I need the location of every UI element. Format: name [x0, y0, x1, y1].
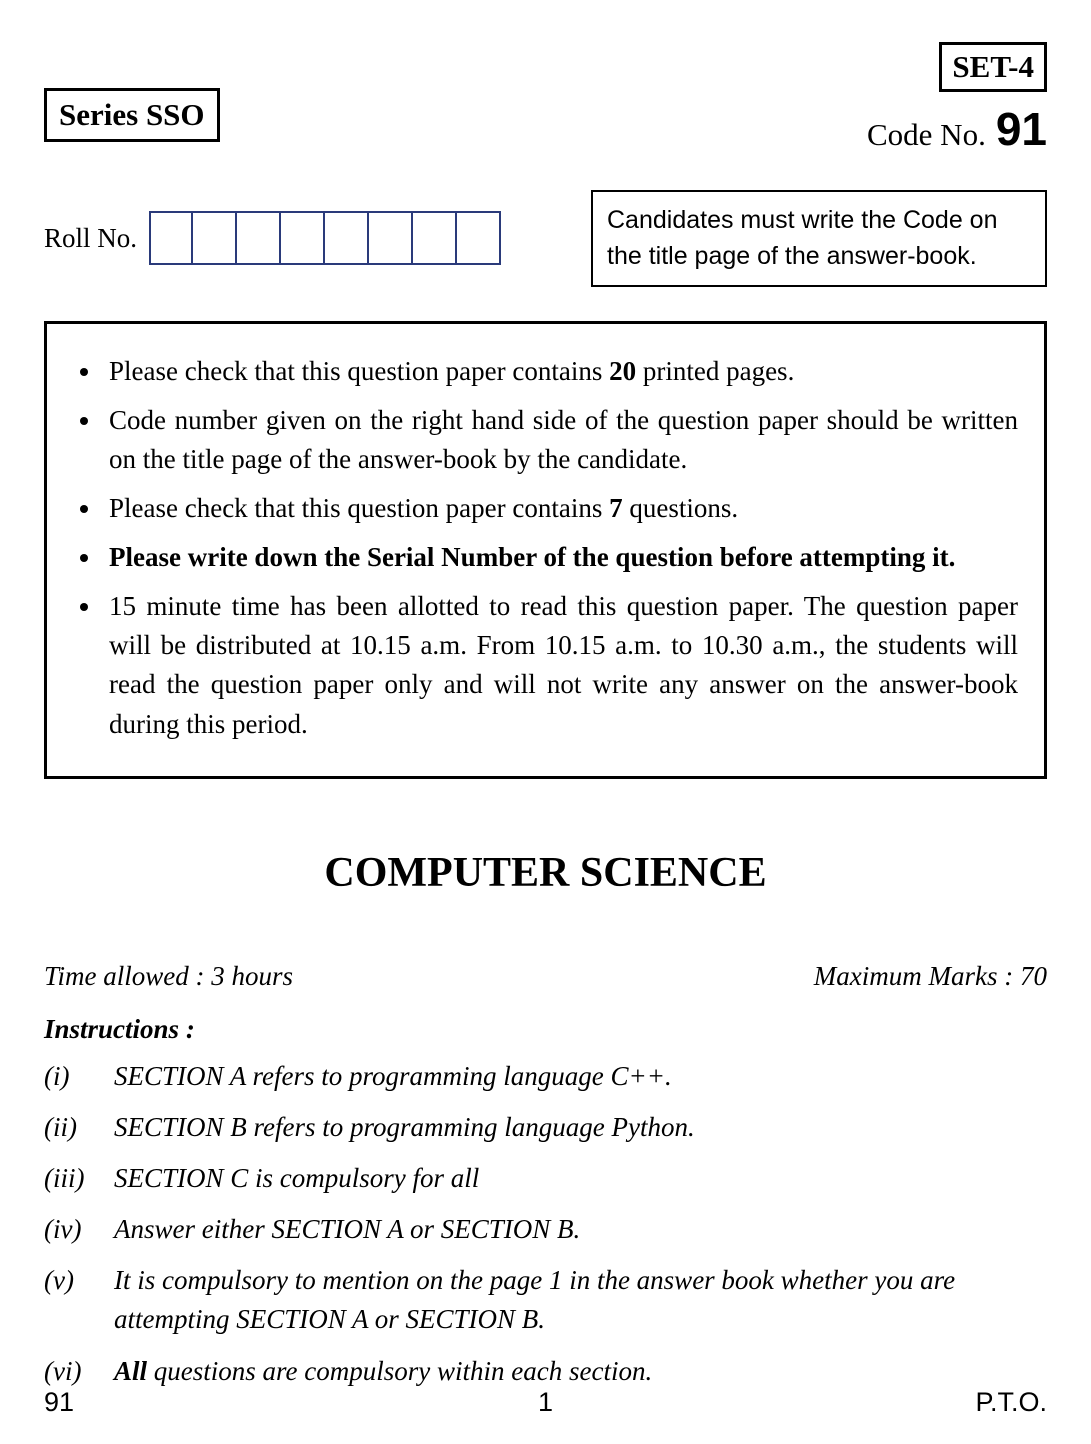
- roll-label: Roll No.: [44, 223, 137, 254]
- instruction-numeral: (iii): [44, 1159, 114, 1198]
- instruction-item: (vi)All questions are compulsory within …: [44, 1352, 1047, 1391]
- general-instruction-item: Please write down the Serial Number of t…: [103, 538, 1018, 577]
- general-instruction-item: Please check that this question paper co…: [103, 352, 1018, 391]
- instruction-item: (v)It is compulsory to mention on the pa…: [44, 1261, 1047, 1339]
- instruction-text: SECTION B refers to programming language…: [114, 1108, 1047, 1147]
- general-instructions-box: Please check that this question paper co…: [44, 321, 1047, 779]
- instruction-text: Answer either SECTION A or SECTION B.: [114, 1210, 1047, 1249]
- instruction-numeral: (ii): [44, 1108, 114, 1147]
- roll-cell[interactable]: [369, 211, 413, 265]
- instruction-item: (i)SECTION A refers to programming langu…: [44, 1057, 1047, 1096]
- exam-page: Series SSO SET-4 Code No. 91 Roll No. Ca…: [0, 0, 1091, 1444]
- instruction-item: (iii)SECTION C is compulsory for all: [44, 1159, 1047, 1198]
- roll-cell[interactable]: [325, 211, 369, 265]
- roll-cell[interactable]: [193, 211, 237, 265]
- max-marks: Maximum Marks : 70: [814, 961, 1047, 992]
- instruction-numeral: (vi): [44, 1352, 114, 1391]
- header-row: Series SSO SET-4 Code No. 91: [44, 42, 1047, 156]
- general-instruction-item: 15 minute time has been allotted to read…: [103, 587, 1018, 744]
- code-prefix: Code No.: [867, 117, 986, 153]
- instruction-text: All questions are compulsory within each…: [114, 1352, 1047, 1391]
- time-marks-row: Time allowed : 3 hours Maximum Marks : 7…: [44, 961, 1047, 992]
- instruction-item: (ii)SECTION B refers to programming lang…: [44, 1108, 1047, 1147]
- instruction-numeral: (iv): [44, 1210, 114, 1249]
- candidate-note-box: Candidates must write the Code on the ti…: [591, 190, 1047, 287]
- roll-and-note-row: Roll No. Candidates must write the Code …: [44, 190, 1047, 287]
- instructions-list: (i)SECTION A refers to programming langu…: [44, 1057, 1047, 1391]
- general-instruction-item: Code number given on the right hand side…: [103, 401, 1018, 479]
- instruction-item: (iv)Answer either SECTION A or SECTION B…: [44, 1210, 1047, 1249]
- page-footer: 91 1 P.T.O.: [44, 1387, 1047, 1418]
- general-instructions-list: Please check that this question paper co…: [73, 352, 1018, 744]
- instruction-text: SECTION C is compulsory for all: [114, 1159, 1047, 1198]
- code-line: Code No. 91: [867, 102, 1047, 156]
- roll-cell[interactable]: [281, 211, 325, 265]
- code-number: 91: [996, 102, 1047, 156]
- footer-left: 91: [44, 1387, 74, 1418]
- set-code-column: SET-4 Code No. 91: [867, 42, 1047, 156]
- footer-center: 1: [538, 1387, 553, 1418]
- roll-cell[interactable]: [413, 211, 457, 265]
- roll-cell[interactable]: [457, 211, 501, 265]
- set-box: SET-4: [939, 42, 1047, 92]
- roll-wrap: Roll No.: [44, 211, 501, 265]
- footer-right: P.T.O.: [975, 1387, 1047, 1418]
- roll-boxes: [149, 211, 501, 265]
- instruction-numeral: (i): [44, 1057, 114, 1096]
- roll-cell[interactable]: [237, 211, 281, 265]
- series-box: Series SSO: [44, 88, 220, 142]
- paper-title: COMPUTER SCIENCE: [44, 849, 1047, 897]
- instruction-numeral: (v): [44, 1261, 114, 1339]
- instruction-text: SECTION A refers to programming language…: [114, 1057, 1047, 1096]
- instructions-heading: Instructions :: [44, 1014, 1047, 1045]
- general-instruction-item: Please check that this question paper co…: [103, 489, 1018, 528]
- time-allowed: Time allowed : 3 hours: [44, 961, 293, 992]
- instruction-text: It is compulsory to mention on the page …: [114, 1261, 1047, 1339]
- roll-cell[interactable]: [149, 211, 193, 265]
